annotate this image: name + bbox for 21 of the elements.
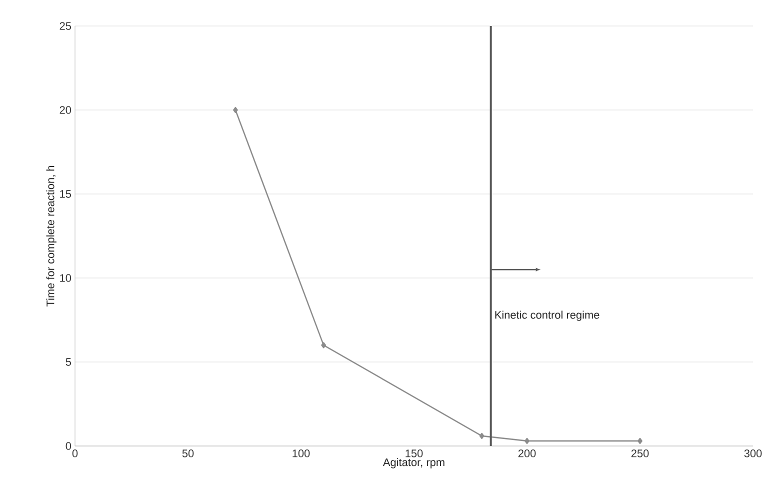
ref-line-label: Kinetic control regime [495,310,600,321]
point [321,342,326,348]
point [524,438,530,444]
y-tick-label: 25 [60,22,72,30]
y-axis-title: Time for complete reaction, h [46,166,56,307]
y-tick-label: 20 [60,106,72,114]
point [233,106,238,114]
y-tick-label: 10 [60,274,72,282]
y-tick-label: 0 [66,442,72,450]
x-tick-label: 50 [182,450,194,458]
x-tick-label: 250 [631,450,649,458]
y-tick-label: 15 [60,190,72,198]
x-axis-title: Agitator, rpm [382,458,444,468]
x-tick-label: 300 [744,450,762,458]
x-tick-label: 100 [292,450,310,458]
point [479,432,484,439]
point [638,438,642,444]
y-tick-label: 5 [66,358,72,366]
x-tick-label: 0 [72,450,78,458]
x-tick-label: 150 [406,450,423,458]
x-tick-label: 200 [518,450,536,458]
